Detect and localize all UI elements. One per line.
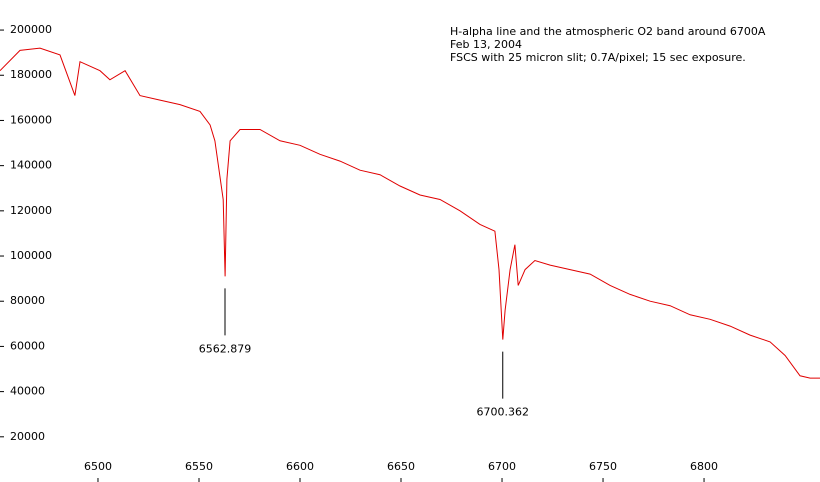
x-tick-label: 6550 xyxy=(185,460,213,473)
x-tick-label: 6650 xyxy=(387,460,415,473)
y-tick-label: 40000 xyxy=(10,385,45,398)
spectrum-line xyxy=(0,47,820,379)
y-tick-label: 60000 xyxy=(10,339,45,352)
y-tick-label: 100000 xyxy=(10,249,52,262)
x-tick-label: 6800 xyxy=(690,460,718,473)
y-tick-label: 200000 xyxy=(10,23,52,36)
y-tick-label: 20000 xyxy=(10,430,45,443)
y-tick-label: 120000 xyxy=(10,204,52,217)
x-tick-label: 6750 xyxy=(589,460,617,473)
annotation-label: 6700.362 xyxy=(477,406,530,419)
x-tick-label: 6500 xyxy=(84,460,112,473)
annotation-label: 6562.879 xyxy=(199,342,252,355)
x-tick-label: 6600 xyxy=(286,460,314,473)
chart-title: H-alpha line and the atmospheric O2 band… xyxy=(450,25,766,38)
y-tick-label: 140000 xyxy=(10,159,52,172)
x-tick-label: 6700 xyxy=(488,460,516,473)
y-tick-label: 180000 xyxy=(10,68,52,81)
y-tick-label: 80000 xyxy=(10,294,45,307)
subtitle: FSCS with 25 micron slit; 0.7A/pixel; 15… xyxy=(450,51,746,64)
subtitle: Feb 13, 2004 xyxy=(450,38,522,51)
y-tick-label: 160000 xyxy=(10,113,52,126)
